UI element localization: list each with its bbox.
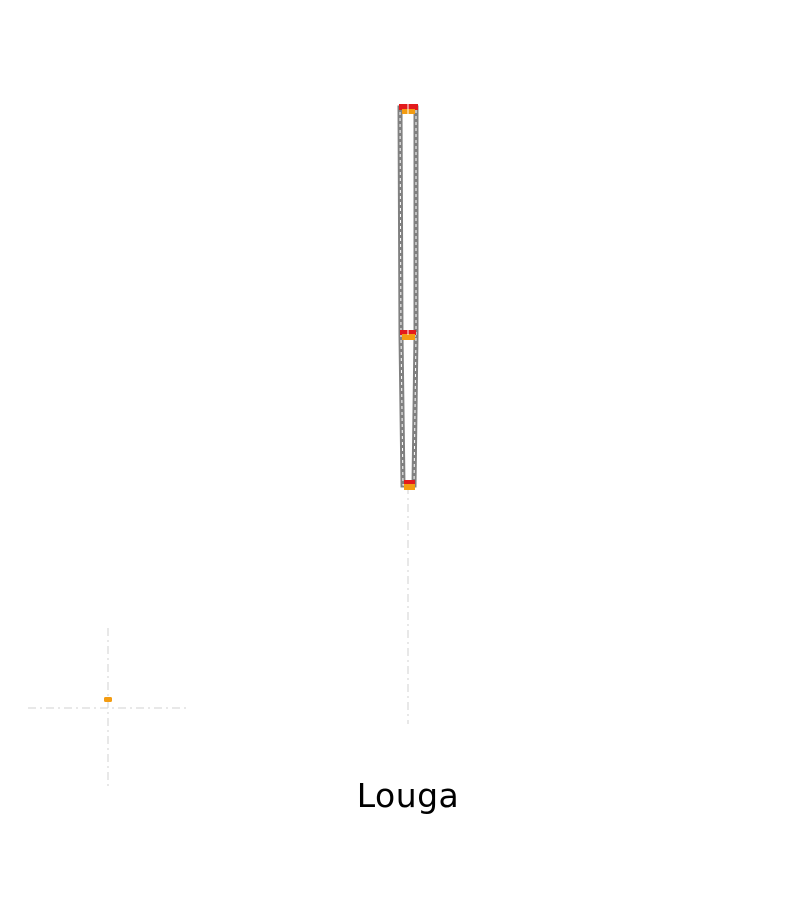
marker-middle-orange [402,334,415,340]
crosshair-marker [28,628,188,788]
region-outline-outer [397,105,419,488]
marker-middle[interactable] [400,330,416,340]
region-shape[interactable] [397,105,419,488]
crosshair-point [104,697,112,702]
marker-bottom-red [404,480,415,485]
marker-bottom-orange [404,484,415,490]
region-label: Louga [356,776,460,815]
marker-bottom[interactable] [404,480,415,490]
marker-top[interactable] [399,104,418,114]
